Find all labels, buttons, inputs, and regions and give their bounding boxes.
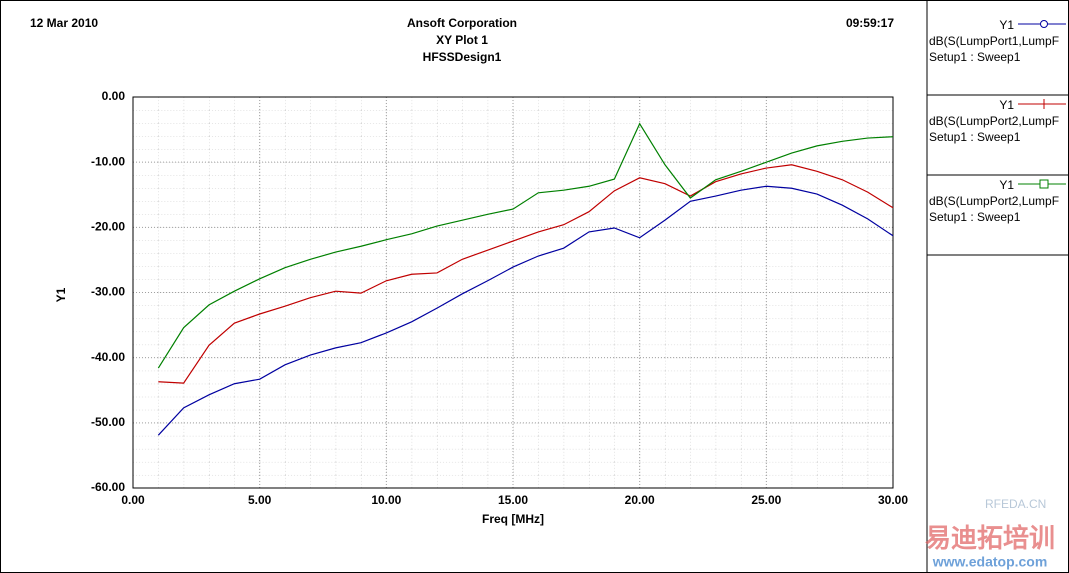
watermark-brand: 易迪拓培训 bbox=[925, 523, 1055, 553]
chart-subtitle: HFSSDesign1 bbox=[423, 50, 502, 64]
x-tick-label: 0.00 bbox=[121, 493, 145, 507]
watermark-site: RFEDA.CN bbox=[985, 497, 1046, 511]
x-axis-label: Freq [MHz] bbox=[482, 512, 544, 526]
company: Ansoft Corporation bbox=[407, 16, 517, 30]
legend-name: dB(S(LumpPort2,LumpF bbox=[929, 114, 1059, 128]
legend-setup: Setup1 : Sweep1 bbox=[929, 130, 1021, 144]
y-tick-label: 0.00 bbox=[102, 89, 126, 103]
y-tick-label: -40.00 bbox=[91, 350, 125, 364]
x-tick-label: 10.00 bbox=[371, 493, 401, 507]
legend-marker bbox=[1039, 179, 1049, 189]
watermark-url: www.edatop.com bbox=[932, 554, 1048, 570]
y-tick-label: -10.00 bbox=[91, 154, 125, 168]
plot-border bbox=[132, 96, 894, 489]
legend-name: dB(S(LumpPort2,LumpF bbox=[929, 194, 1059, 208]
line bbox=[157, 185, 894, 436]
legend-axis: Y1 bbox=[999, 18, 1014, 32]
date: 12 Mar 2010 bbox=[30, 16, 98, 30]
x-tick-label: 5.00 bbox=[248, 493, 272, 507]
y-tick-label: -50.00 bbox=[91, 415, 125, 429]
y-tick-label: -60.00 bbox=[91, 480, 125, 494]
legend-marker bbox=[1040, 99, 1048, 109]
legend-setup: Setup1 : Sweep1 bbox=[929, 50, 1021, 64]
line bbox=[157, 122, 894, 369]
x-tick-label: 30.00 bbox=[878, 493, 908, 507]
line bbox=[158, 164, 894, 384]
x-tick-label: 15.00 bbox=[498, 493, 528, 507]
legend-axis: Y1 bbox=[999, 98, 1014, 112]
x-tick-label: 25.00 bbox=[751, 493, 781, 507]
legend-axis: Y1 bbox=[999, 178, 1014, 192]
legend-setup: Setup1 : Sweep1 bbox=[929, 210, 1021, 224]
x-tick-label: 20.00 bbox=[625, 493, 655, 507]
y-axis-label: Y1 bbox=[54, 287, 68, 302]
chart-title: XY Plot 1 bbox=[436, 33, 488, 47]
time: 09:59:17 bbox=[846, 16, 894, 30]
y-tick-label: -30.00 bbox=[91, 285, 125, 299]
y-tick-label: -20.00 bbox=[91, 220, 125, 234]
legend-marker bbox=[1040, 20, 1048, 28]
legend-name: dB(S(LumpPort1,LumpF bbox=[929, 34, 1059, 48]
